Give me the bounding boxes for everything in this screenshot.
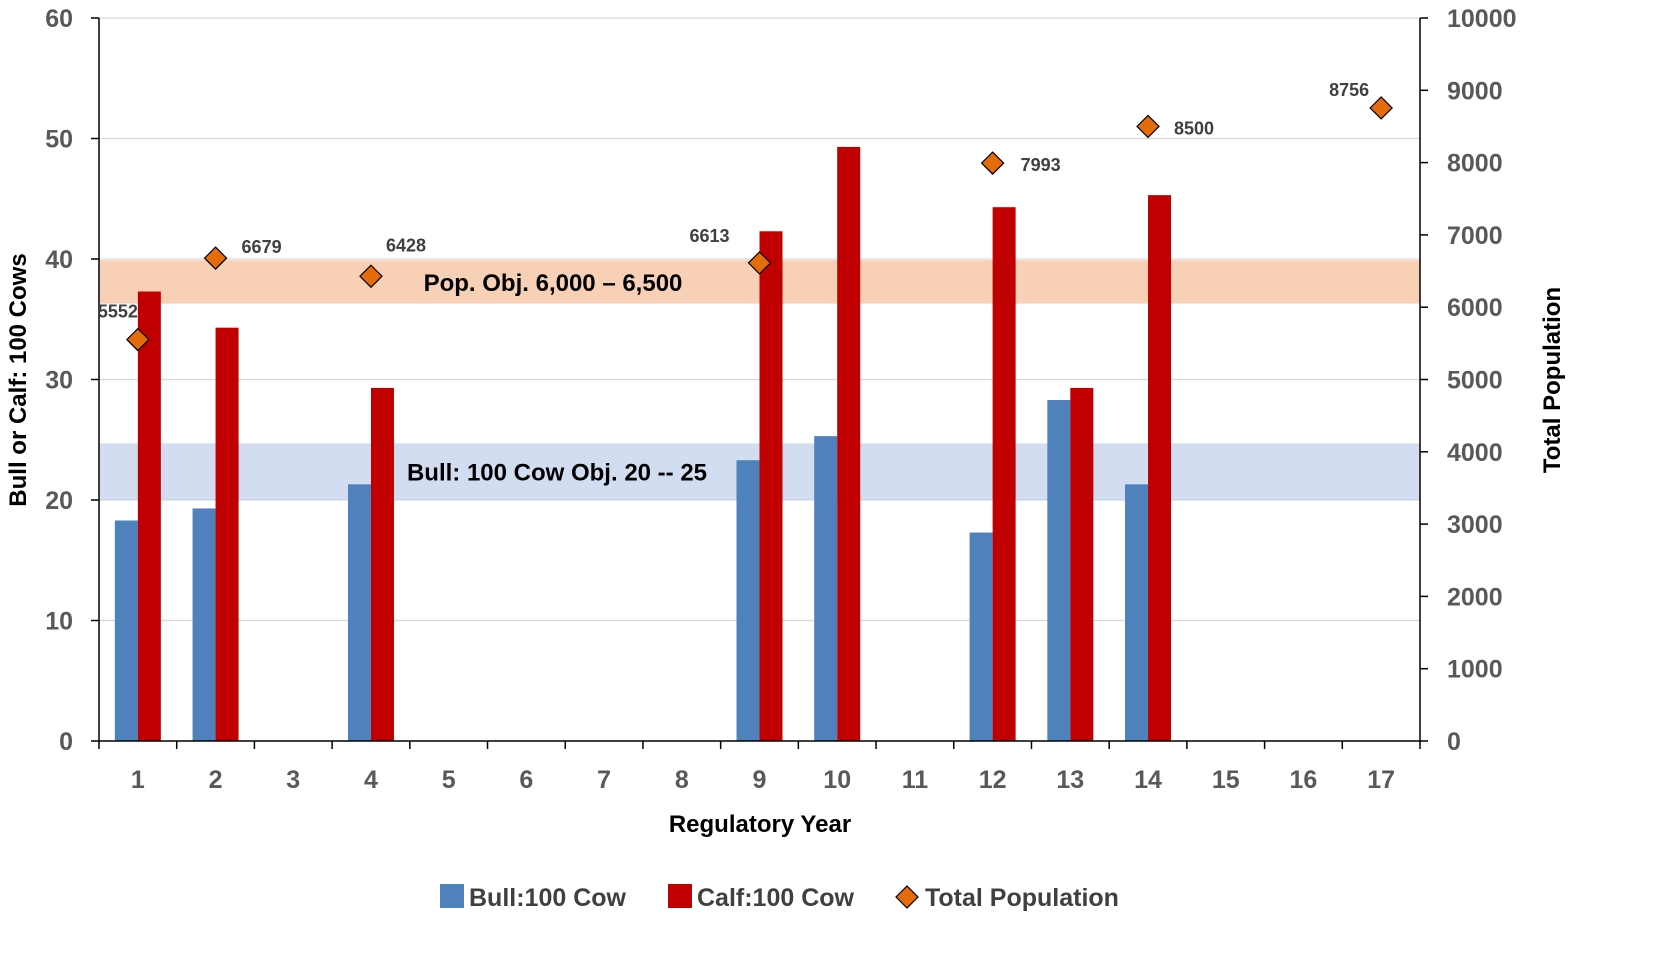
- population-label-12: 7993: [1021, 155, 1061, 175]
- x-tick-label-4: 4: [364, 766, 378, 794]
- y-tick-label-40: 40: [45, 246, 73, 274]
- population-point-14: [1136, 114, 1160, 139]
- legend: Bull:100 Cow Calf:100 Cow Total Populati…: [440, 884, 1119, 912]
- x-tick-label-13: 13: [1056, 766, 1084, 794]
- x-tick-label-6: 6: [519, 766, 533, 794]
- population-point-2: [203, 246, 228, 270]
- legend-item-population: Total Population: [895, 884, 1119, 912]
- y2-tick-label-0: 0: [1447, 728, 1461, 756]
- bar-bull-10: [814, 436, 838, 741]
- x-tick-label-8: 8: [675, 766, 689, 794]
- bar-bull-14: [1125, 484, 1149, 741]
- legend-label-bull: Bull:100 Cow: [469, 884, 627, 912]
- y-tick-label-10: 10: [45, 608, 73, 636]
- population-point-1: [126, 327, 150, 352]
- x-tick-label-15: 15: [1212, 766, 1240, 794]
- population-label-17: 8756: [1329, 80, 1369, 100]
- bar-calf-1: [137, 291, 161, 741]
- x-tick-label-11: 11: [902, 766, 929, 794]
- x-axis-title: Regulatory Year: [669, 811, 851, 838]
- y-tick-label-50: 50: [45, 126, 73, 154]
- population-point-4: [359, 264, 383, 289]
- population-point-17: [1369, 96, 1393, 120]
- y2-tick-label-10000: 10000: [1447, 5, 1517, 33]
- x-tick-label-2: 2: [209, 766, 223, 794]
- tick-labels: 0 10 20 30 40 50 60 0 1000 2000 3000 4000 5000 6000 70…: [45, 5, 1516, 794]
- bar-bull-2: [192, 508, 216, 741]
- x-tick-label-3: 3: [286, 766, 300, 794]
- population-label-14: 8500: [1174, 118, 1214, 138]
- legend-swatch-bull: [440, 884, 464, 908]
- x-tick-label-9: 9: [753, 766, 767, 794]
- x-tick-label-7: 7: [597, 766, 611, 794]
- x-tick-label-10: 10: [823, 766, 851, 794]
- band-label-0: Pop. Obj. 6,000 – 6,500: [424, 270, 683, 297]
- band-labels: Pop. Obj. 6,000 – 6,500 Bull: 100 Cow Obj…: [407, 270, 707, 487]
- x-tick-label-14: 14: [1134, 766, 1162, 794]
- y2-tick-label-8000: 8000: [1447, 150, 1503, 178]
- legend-item-calf: Calf:100 Cow: [668, 884, 855, 912]
- bar-bull-13: [1047, 399, 1071, 741]
- x-tick-label-1: 1: [131, 766, 145, 794]
- y2-tick-label-9000: 9000: [1447, 77, 1503, 105]
- population-point-12: [980, 151, 1005, 175]
- y2-axis-title: Total Population: [1539, 287, 1566, 473]
- bar-calf-10: [837, 146, 861, 741]
- legend-label-calf: Calf:100 Cow: [697, 884, 855, 912]
- bar-calf-12: [992, 207, 1016, 741]
- y-axis-title: Bull or Calf: 100 Cows: [5, 253, 32, 506]
- y-tick-label-0: 0: [59, 728, 73, 756]
- bars: [114, 146, 1172, 741]
- legend-item-bull: Bull:100 Cow: [440, 884, 627, 912]
- population-label-9: 6613: [689, 226, 729, 246]
- legend-label-population: Total Population: [925, 884, 1119, 912]
- population-label-4: 6428: [386, 235, 426, 255]
- legend-swatch-calf: [668, 884, 692, 908]
- bar-bull-4: [347, 484, 371, 741]
- population-point-9: [747, 251, 772, 275]
- population-label-2: 6679: [242, 237, 282, 257]
- band-label-1: Bull: 100 Cow Obj. 20 -- 25: [407, 460, 707, 487]
- population-label-1: 5552: [98, 302, 138, 322]
- bar-calf-9: [759, 231, 783, 741]
- axes: [91, 17, 1428, 749]
- bar-calf-4: [370, 387, 394, 741]
- y2-tick-label-3000: 3000: [1447, 511, 1503, 539]
- x-tick-label-16: 16: [1290, 766, 1318, 794]
- y2-tick-label-2000: 2000: [1447, 583, 1503, 611]
- bar-bull-12: [969, 532, 993, 741]
- legend-swatch-population: [895, 885, 919, 909]
- bar-calf-13: [1070, 387, 1094, 741]
- x-tick-label-12: 12: [979, 766, 1007, 794]
- y-tick-label-30: 30: [45, 367, 73, 395]
- y-tick-label-60: 60: [45, 5, 73, 33]
- x-tick-label-5: 5: [442, 766, 456, 794]
- bar-calf-14: [1148, 195, 1172, 741]
- y2-tick-label-4000: 4000: [1447, 439, 1503, 467]
- x-tick-label-17: 17: [1367, 766, 1395, 794]
- y2-tick-label-7000: 7000: [1447, 222, 1503, 250]
- population-points: 5552 6679 6428 6613 7993 8500 8756: [98, 80, 1393, 352]
- bar-bull-1: [114, 520, 138, 741]
- bar-calf-2: [215, 327, 239, 741]
- y2-tick-label-1000: 1000: [1447, 656, 1503, 684]
- y-tick-label-20: 20: [45, 487, 73, 515]
- y2-tick-label-6000: 6000: [1447, 294, 1503, 322]
- y2-tick-label-5000: 5000: [1447, 367, 1503, 395]
- bar-bull-9: [736, 460, 760, 741]
